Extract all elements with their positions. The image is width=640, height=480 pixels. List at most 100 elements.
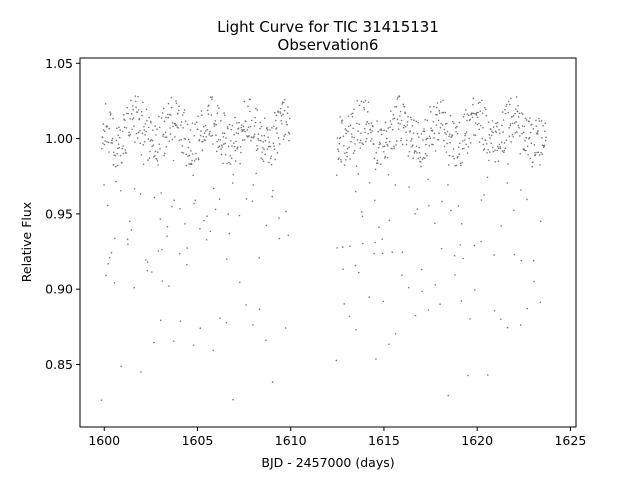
data-point [272, 125, 275, 128]
data-point [535, 119, 537, 122]
data-point [487, 374, 489, 376]
data-point [365, 140, 367, 143]
data-point [105, 274, 107, 277]
data-point [400, 137, 403, 140]
data-point [497, 160, 500, 162]
data-point [169, 133, 172, 135]
data-point [271, 381, 274, 383]
data-point [409, 130, 412, 132]
data-point [236, 146, 239, 149]
data-point [277, 137, 280, 139]
data-point [355, 165, 358, 168]
data-point [115, 139, 118, 142]
data-point [190, 163, 193, 166]
data-point [128, 135, 131, 137]
data-point [102, 123, 105, 125]
data-point [141, 132, 144, 135]
data-point [376, 162, 379, 165]
data-point [121, 162, 123, 164]
data-point [193, 202, 195, 205]
data-point [213, 125, 216, 127]
data-point [413, 119, 415, 121]
data-point [407, 155, 410, 157]
data-point [170, 114, 172, 116]
data-point [393, 147, 396, 149]
data-point [427, 178, 429, 181]
data-point [227, 145, 230, 148]
data-point [131, 105, 134, 107]
data-point [266, 129, 269, 131]
data-point [274, 111, 276, 114]
data-point [101, 147, 103, 150]
data-point [363, 127, 366, 130]
data-point [374, 199, 376, 202]
data-point [339, 116, 341, 118]
data-point [161, 248, 163, 251]
data-point [408, 150, 411, 153]
data-point [445, 151, 448, 153]
data-point [223, 132, 226, 135]
data-point [118, 126, 120, 129]
data-point [166, 225, 169, 228]
data-point [265, 339, 267, 342]
data-point [443, 128, 445, 131]
data-point [111, 142, 114, 144]
data-point [397, 122, 400, 124]
data-point [475, 122, 477, 124]
data-point [116, 164, 119, 167]
data-point [545, 136, 547, 139]
data-point [150, 121, 152, 124]
data-point [260, 125, 263, 128]
data-point [497, 147, 500, 150]
data-point [507, 100, 510, 103]
data-point [432, 105, 435, 108]
data-point [117, 134, 120, 137]
chart-title: Light Curve for TIC 31415131 [217, 18, 439, 36]
data-point [230, 128, 233, 131]
data-point [203, 132, 206, 134]
data-point [497, 145, 499, 148]
data-point [108, 127, 111, 130]
data-point [499, 147, 502, 150]
data-point [471, 116, 474, 119]
data-point [533, 144, 536, 146]
data-point [370, 131, 372, 134]
data-point [350, 140, 352, 143]
data-point [482, 143, 485, 146]
data-point [369, 140, 372, 142]
data-point [515, 96, 518, 98]
data-point [240, 126, 243, 129]
data-point [171, 122, 174, 124]
data-point [276, 132, 278, 134]
data-point [220, 148, 222, 150]
data-point [116, 152, 118, 155]
data-point [432, 121, 435, 123]
data-point [263, 117, 266, 119]
data-point [526, 145, 529, 148]
data-point [463, 147, 465, 150]
data-point [261, 158, 264, 161]
data-point [283, 135, 285, 137]
data-point [202, 140, 204, 143]
data-point [414, 212, 416, 215]
data-point [101, 136, 104, 139]
data-point [473, 289, 476, 291]
data-point [273, 145, 275, 147]
data-point [280, 115, 283, 117]
data-point [423, 130, 426, 133]
data-point [360, 132, 362, 135]
data-point [235, 140, 237, 143]
data-point [517, 116, 520, 118]
data-point [126, 238, 129, 240]
data-point [199, 327, 202, 330]
data-point [211, 98, 213, 101]
data-point [504, 112, 507, 115]
data-point [510, 141, 513, 143]
data-point [162, 135, 164, 137]
data-point [458, 153, 460, 155]
data-point [363, 108, 366, 111]
data-point [516, 131, 518, 133]
data-point [449, 141, 451, 144]
data-point [490, 134, 493, 137]
data-point [442, 99, 444, 102]
